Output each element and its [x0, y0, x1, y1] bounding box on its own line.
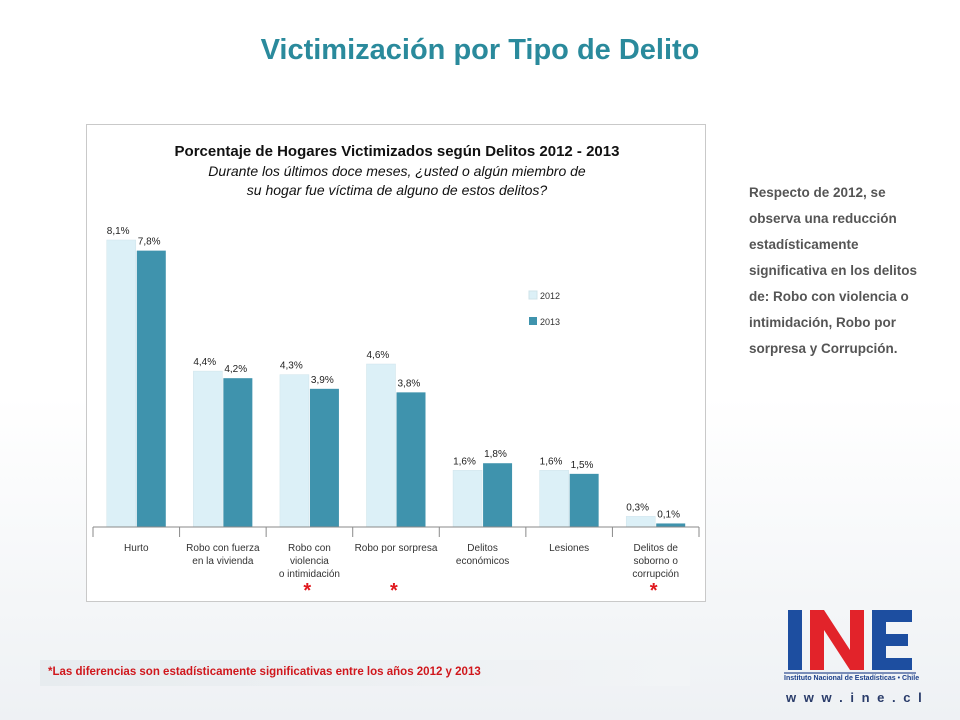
footnote: *Las diferencias son estadísticamente si…: [48, 666, 481, 678]
logo-url: w w w . i n e . c l: [786, 690, 924, 705]
legend-label-2013: 2013: [540, 317, 560, 327]
significance-asterisk: *: [303, 580, 312, 602]
legend-label-2012: 2012: [540, 291, 560, 301]
data-label-2013-2: 3,9%: [311, 375, 334, 386]
slide-title: Victimización por Tipo de Delito: [260, 34, 700, 66]
data-label-2012-1: 4,4%: [193, 357, 216, 368]
bar-2013-3: [396, 392, 426, 527]
bar-2013-1: [223, 378, 253, 527]
bar-2012-4: [452, 470, 483, 528]
data-label-2013-1: 4,2%: [224, 364, 247, 375]
significance-asterisk: *: [649, 580, 658, 602]
category-label-6: soborno o: [633, 556, 678, 567]
chart-title: Porcentaje de Hogares Victimizados según…: [174, 143, 620, 160]
bar-2013-2: [309, 388, 339, 527]
category-label-6: Delitos de: [633, 543, 678, 554]
data-label-2013-5: 1,5%: [571, 460, 594, 471]
data-label-2013-4: 1,8%: [484, 449, 507, 460]
chart-subtitle-line-2: su hogar fue víctima de alguno de estos …: [246, 182, 548, 198]
legend-swatch-2013: [529, 317, 537, 325]
data-label-2012-6: 0,3%: [626, 502, 649, 513]
bar-2012-3: [366, 363, 396, 528]
category-label-2: Robo con: [288, 543, 331, 554]
data-label-2013-0: 7,8%: [138, 237, 161, 248]
ine-logo: [784, 610, 916, 674]
data-label-2012-2: 4,3%: [280, 361, 303, 372]
data-label-2013-6: 0,1%: [657, 509, 680, 520]
category-label-2: violencia: [290, 556, 329, 567]
category-label-0: Hurto: [124, 543, 149, 554]
chart-frame: Porcentaje de Hogares Victimizados según…: [86, 124, 706, 602]
bar-2012-1: [193, 370, 223, 528]
category-label-4: económicos: [456, 556, 509, 567]
bar-2013-0: [136, 250, 166, 527]
data-label-2012-5: 1,6%: [540, 456, 563, 467]
chart-title-block: Porcentaje de Hogares Victimizados según…: [87, 143, 707, 200]
bar-2013-6: [656, 523, 686, 527]
category-label-2: o intimidación: [279, 569, 340, 580]
bar-2012-6: [625, 516, 656, 528]
category-label-5: Lesiones: [549, 543, 589, 554]
bar-2013-4: [483, 463, 513, 527]
data-label-2012-4: 1,6%: [453, 456, 476, 467]
category-label-6: corrupción: [632, 569, 679, 580]
logo-caption: Instituto Nacional de Estadísticas • Chi…: [784, 675, 920, 682]
data-label-2013-3: 3,8%: [398, 378, 421, 389]
chart-subtitle-line-1: Durante los últimos doce meses, ¿usted o…: [208, 163, 586, 179]
bar-2012-2: [279, 374, 310, 528]
bar-2013-5: [569, 473, 599, 527]
category-label-1: Robo con fuerza: [186, 543, 260, 554]
bar-chart: 8,1% 4,4% 4,3% 4,6% 1,6% 1,6% 0,3% 7,8% 4,2% 3,9%…: [92, 226, 700, 580]
data-label-2012-3: 4,6%: [367, 350, 390, 361]
bar-2012-5: [539, 470, 569, 528]
legend-swatch-2012: [528, 290, 538, 300]
category-label-3: Robo por sorpresa: [355, 543, 438, 554]
bar-2012-0: [106, 239, 137, 528]
side-commentary: Respecto de 2012, se observa una reducci…: [749, 185, 918, 356]
data-label-2012-0: 8,1%: [107, 226, 130, 237]
significance-asterisk: *: [390, 580, 398, 602]
category-label-1: en la vivienda: [192, 556, 254, 567]
category-label-4: Delitos: [467, 543, 498, 554]
footnote-bar: *Las diferencias son estadísticamente si…: [40, 660, 690, 686]
